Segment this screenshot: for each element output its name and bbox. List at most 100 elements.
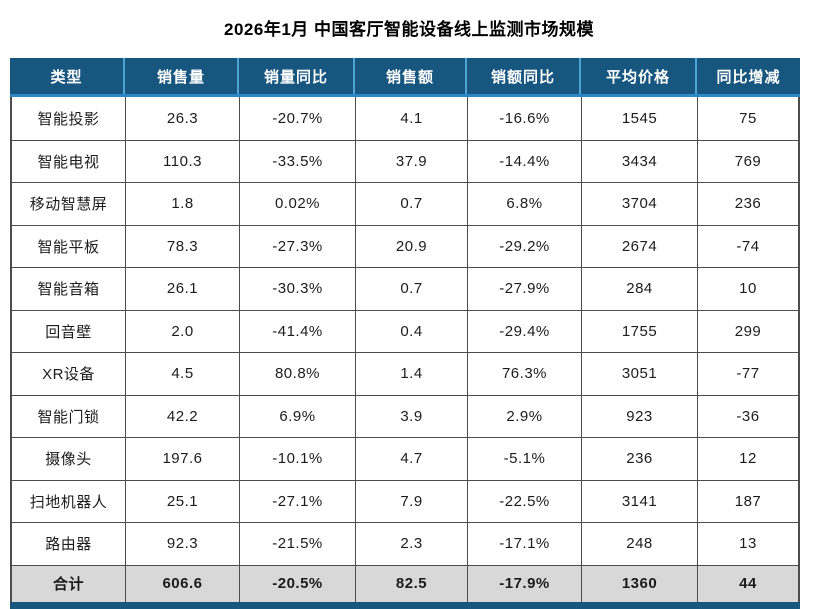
- table-row: XR设备 4.5 80.8% 1.4 76.3% 3051 -77: [12, 352, 798, 395]
- cell-sales-volume: 26.1: [125, 268, 239, 310]
- table-row: 回音壁 2.0 -41.4% 0.4 -29.4% 1755 299: [12, 309, 798, 352]
- cell-type: 智能平板: [37, 238, 100, 256]
- cell-sales-volume: 1.8: [125, 183, 239, 225]
- cell-sales-volume: 197.6: [125, 438, 239, 480]
- page-title: 2026年1月 中国客厅智能设备线上监测市场规模: [224, 20, 594, 39]
- cell-sales-value: 3.9: [355, 395, 467, 437]
- table-bottom-bar: [10, 601, 800, 609]
- cell-volume-yoy: 80.8%: [239, 353, 355, 395]
- cell-type: 路由器: [45, 536, 92, 554]
- table-row: 智能门锁 42.2 6.9% 3.9 2.9% 923 -36: [12, 394, 798, 437]
- cell-avg-price: 3141: [581, 480, 697, 522]
- cell-avg-price: 236: [581, 438, 697, 480]
- cell-value-yoy: -17.1%: [467, 523, 581, 565]
- cell-avg-price: 923: [581, 395, 697, 437]
- cell-avg-price: 3704: [581, 183, 697, 225]
- cell-type: 智能音箱: [37, 281, 100, 299]
- cell-sales-volume: 4.5: [125, 353, 239, 395]
- cell-avg-price: 3434: [581, 140, 697, 182]
- cell-value-yoy: -29.2%: [467, 225, 581, 267]
- cell-yoy-change: 13: [697, 523, 798, 565]
- cell-volume-yoy: -21.5%: [239, 523, 355, 565]
- cell-value-yoy: -22.5%: [467, 480, 581, 522]
- table-row: 扫地机器人 25.1 -27.1% 7.9 -22.5% 3141 187: [12, 479, 798, 522]
- cell-yoy-change: -77: [697, 353, 798, 395]
- table-row: 智能投影 26.3 -20.7% 4.1 -16.6% 1545 75: [12, 97, 798, 140]
- cell-value-yoy: -16.6%: [467, 97, 581, 140]
- header-yoy-change: 同比增减: [695, 58, 800, 94]
- cell-type: 智能投影: [37, 110, 100, 128]
- cell-yoy-change: 187: [697, 480, 798, 522]
- cell-sales-volume: 42.2: [125, 395, 239, 437]
- cell-avg-price: 1755: [581, 310, 697, 352]
- header-value-yoy: 销额同比: [465, 58, 579, 94]
- cell-type: 智能门锁: [37, 408, 100, 426]
- cell-sales-volume: 92.3: [125, 523, 239, 565]
- cell-volume-yoy: 6.9%: [239, 395, 355, 437]
- cell-value-yoy: -17.9%: [467, 565, 581, 602]
- table-row: 智能平板 78.3 -27.3% 20.9 -29.2% 2674 -74: [12, 224, 798, 267]
- cell-yoy-change: -36: [697, 395, 798, 437]
- cell-type: 智能电视: [37, 153, 100, 171]
- cell-value-yoy: 2.9%: [467, 395, 581, 437]
- cell-volume-yoy: -27.3%: [239, 225, 355, 267]
- cell-sales-value: 0.7: [355, 183, 467, 225]
- cell-sales-value: 4.1: [355, 97, 467, 140]
- cell-avg-price: 1360: [581, 565, 697, 602]
- table-row: 摄像头 197.6 -10.1% 4.7 -5.1% 236 12: [12, 437, 798, 480]
- cell-value-yoy: 76.3%: [467, 353, 581, 395]
- table-row: 路由器 92.3 -21.5% 2.3 -17.1% 248 13: [12, 522, 798, 565]
- cell-volume-yoy: -41.4%: [239, 310, 355, 352]
- cell-sales-volume: 110.3: [125, 140, 239, 182]
- cell-type: 扫地机器人: [29, 493, 108, 511]
- cell-avg-price: 1545: [581, 97, 697, 140]
- cell-volume-yoy: -27.1%: [239, 480, 355, 522]
- header-sales-volume: 销售量: [123, 58, 237, 94]
- cell-type: 移动智慧屏: [29, 196, 108, 214]
- market-table: 类型 销售量 销量同比 销售额 销额同比 平均价格 同比增减 智能投影 26.3-…: [10, 58, 800, 609]
- cell-yoy-change: -74: [697, 225, 798, 267]
- cell-avg-price: 284: [581, 268, 697, 310]
- cell-volume-yoy: -20.7%: [239, 97, 355, 140]
- cell-type: 摄像头: [45, 451, 92, 469]
- header-avg-price: 平均价格: [579, 58, 695, 94]
- cell-value-yoy: -27.9%: [467, 268, 581, 310]
- cell-type: 合计: [52, 576, 84, 593]
- cell-sales-value: 37.9: [355, 140, 467, 182]
- cell-volume-yoy: -33.5%: [239, 140, 355, 182]
- cell-sales-volume: 606.6: [125, 565, 239, 602]
- cell-yoy-change: 44: [697, 565, 798, 602]
- cell-sales-volume: 78.3: [125, 225, 239, 267]
- cell-sales-value: 0.4: [355, 310, 467, 352]
- cell-value-yoy: 6.8%: [467, 183, 581, 225]
- table-header-row: 类型 销售量 销量同比 销售额 销额同比 平均价格 同比增减: [10, 58, 800, 97]
- cell-sales-volume: 25.1: [125, 480, 239, 522]
- cell-value-yoy: -29.4%: [467, 310, 581, 352]
- cell-sales-volume: 2.0: [125, 310, 239, 352]
- cell-sales-volume: 26.3: [125, 97, 239, 140]
- cell-yoy-change: 75: [697, 97, 798, 140]
- table-row: 移动智慧屏 1.8 0.02% 0.7 6.8% 3704 236: [12, 182, 798, 225]
- cell-volume-yoy: 0.02%: [239, 183, 355, 225]
- cell-yoy-change: 10: [697, 268, 798, 310]
- cell-yoy-change: 769: [697, 140, 798, 182]
- header-type: 类型: [50, 68, 83, 86]
- cell-sales-value: 2.3: [355, 523, 467, 565]
- cell-sales-value: 4.7: [355, 438, 467, 480]
- cell-type: 回音壁: [45, 323, 92, 341]
- cell-avg-price: 2674: [581, 225, 697, 267]
- cell-sales-value: 7.9: [355, 480, 467, 522]
- table-row: 智能电视 110.3 -33.5% 37.9 -14.4% 3434 769: [12, 139, 798, 182]
- cell-avg-price: 3051: [581, 353, 697, 395]
- cell-volume-yoy: -30.3%: [239, 268, 355, 310]
- cell-type: XR设备: [42, 366, 95, 384]
- cell-volume-yoy: -10.1%: [239, 438, 355, 480]
- cell-yoy-change: 299: [697, 310, 798, 352]
- table-total-row: 合计 606.6 -20.5% 82.5 -17.9% 1360 44: [12, 564, 798, 602]
- cell-avg-price: 248: [581, 523, 697, 565]
- header-volume-yoy: 销量同比: [237, 58, 353, 94]
- cell-sales-value: 82.5: [355, 565, 467, 602]
- cell-sales-value: 1.4: [355, 353, 467, 395]
- cell-sales-value: 0.7: [355, 268, 467, 310]
